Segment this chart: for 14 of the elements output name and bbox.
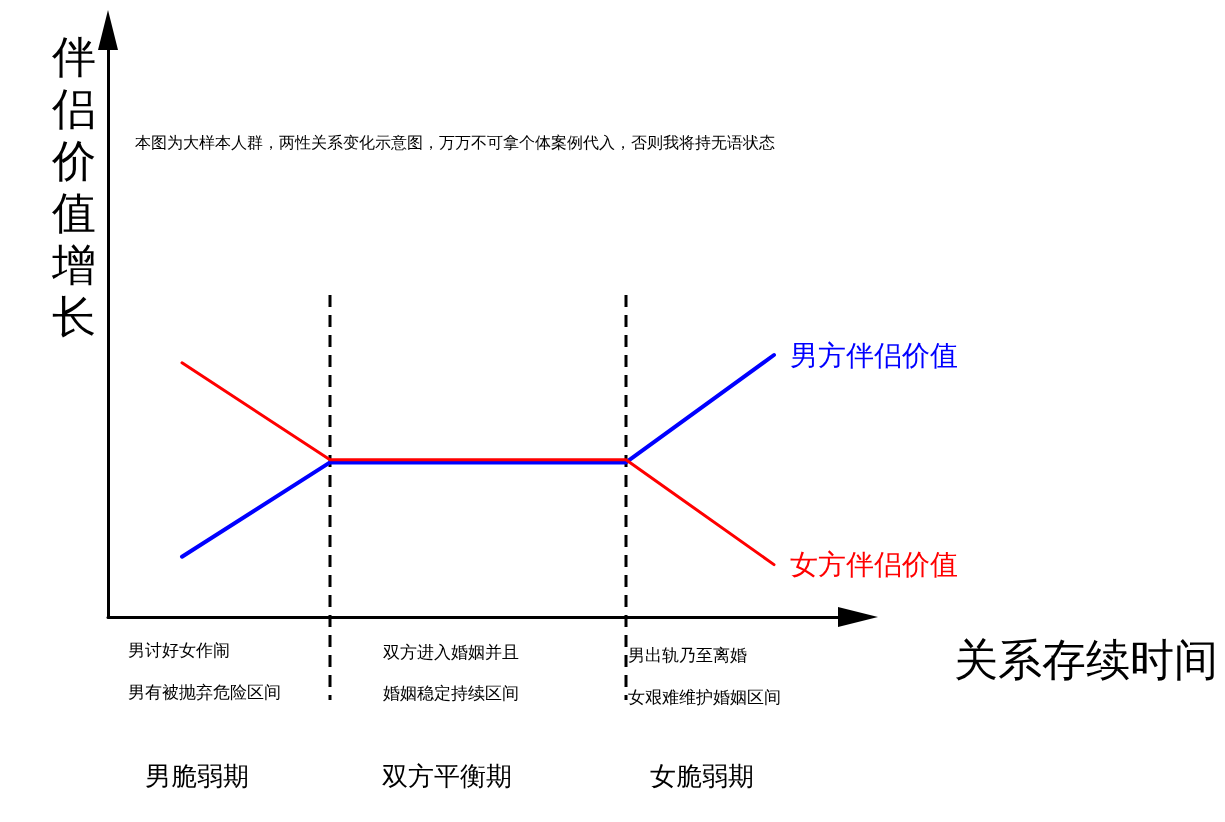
series-label: 男方伴侣价值 bbox=[790, 338, 958, 372]
x-axis-title: 关系存续时间 bbox=[954, 633, 1218, 685]
text: 女艰难维护婚姻区间 bbox=[628, 687, 781, 707]
text: 女脆弱期 bbox=[650, 761, 754, 791]
text: 男讨好女作闹 bbox=[128, 640, 230, 660]
text: 男出轨乃至离婚 bbox=[628, 645, 747, 665]
text: 男有被抛弃危险区间 bbox=[128, 682, 281, 702]
series-label: 女方伴侣价值 bbox=[790, 548, 958, 582]
text: 本图为大样本人群，两性关系变化示意图，万万不可拿个体案例代入，否则我将持无语状态 bbox=[135, 132, 775, 152]
text: 婚姻稳定持续区间 bbox=[383, 683, 519, 703]
text: 双方进入婚姻并且 bbox=[383, 642, 519, 662]
text: 双方平衡期 bbox=[382, 761, 512, 791]
text: 男脆弱期 bbox=[145, 761, 249, 791]
y-axis-title: 伴侣价值增长 bbox=[51, 30, 96, 342]
